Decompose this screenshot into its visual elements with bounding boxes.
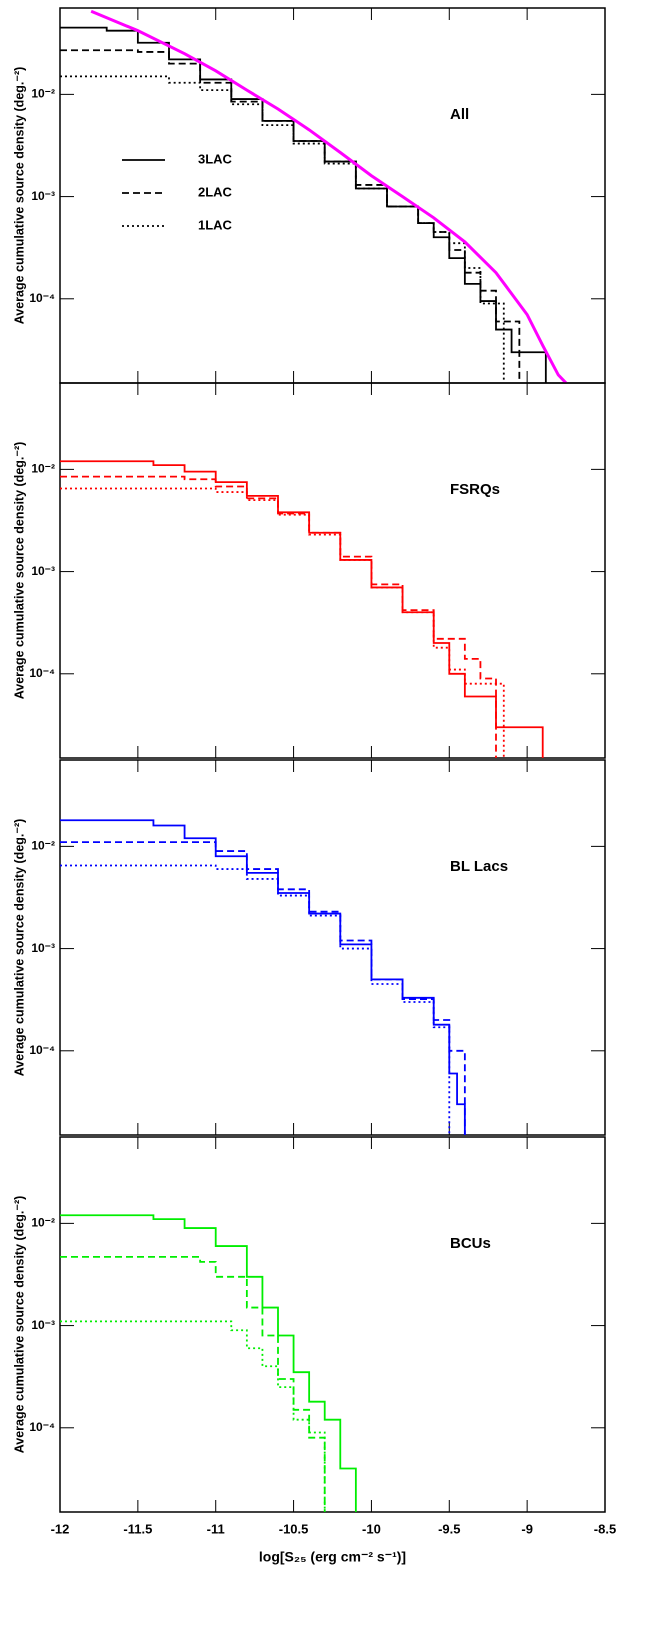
- x-tick-label: -11.5: [123, 1521, 152, 1536]
- series-line: [60, 1320, 326, 1512]
- series-line: [60, 487, 505, 758]
- y-tick-label: 10⁻³: [31, 564, 55, 578]
- series-line: [60, 460, 544, 758]
- legend-label: 3LAC: [198, 151, 233, 166]
- series-line: [60, 841, 466, 1135]
- x-tick-label: -10.5: [279, 1521, 309, 1536]
- x-tick-label: -9.5: [438, 1521, 460, 1536]
- y-axis-title: Average cumulative source density (deg.⁻…: [12, 819, 26, 1077]
- panel-label: BL Lacs: [450, 858, 508, 875]
- x-tick-label: -10: [362, 1521, 381, 1536]
- panel-label: BCUs: [450, 1235, 491, 1252]
- y-axis-title: Average cumulative source density (deg.⁻…: [12, 67, 26, 325]
- series-line: [60, 1214, 357, 1512]
- plot-frame: [59, 7, 606, 384]
- series-line: [60, 475, 497, 758]
- y-tick-label: 10⁻⁴: [29, 1043, 55, 1057]
- x-axis-title: log[S₂₅ (erg cm⁻² s⁻¹)]: [259, 1549, 406, 1565]
- y-tick-label: 10⁻⁴: [29, 1420, 55, 1434]
- y-tick-label: 10⁻⁴: [29, 291, 55, 305]
- y-axis-title: Average cumulative source density (deg.⁻…: [12, 1196, 26, 1454]
- y-axis-title: Average cumulative source density (deg.⁻…: [12, 442, 26, 700]
- y-tick-label: 10⁻⁴: [29, 666, 55, 680]
- series-line: [60, 1255, 326, 1512]
- plot-frame: [59, 759, 606, 1136]
- series-line: [60, 864, 451, 1135]
- x-tick-label: -9: [521, 1521, 533, 1536]
- y-tick-label: 10⁻³: [31, 941, 55, 955]
- plot-frame: [59, 1136, 606, 1513]
- x-tick-label: -11: [207, 1521, 225, 1536]
- panel-label: FSRQs: [450, 481, 500, 498]
- panel-label: All: [450, 106, 469, 123]
- x-tick-label: -8.5: [594, 1521, 616, 1536]
- series-line: [90, 9, 568, 383]
- series-line: [60, 819, 466, 1135]
- x-tick-label: -12: [51, 1521, 70, 1536]
- series-line: [60, 49, 521, 383]
- y-tick-label: 10⁻²: [31, 1216, 55, 1230]
- series-line: [60, 75, 505, 383]
- y-tick-label: 10⁻²: [31, 839, 55, 853]
- series-line: [60, 26, 547, 383]
- y-tick-label: 10⁻³: [31, 189, 55, 203]
- y-tick-label: 10⁻³: [31, 1318, 55, 1332]
- plot-frame: [59, 382, 606, 759]
- y-tick-label: 10⁻²: [31, 462, 55, 476]
- legend-label: 2LAC: [198, 184, 233, 199]
- legend-label: 1LAC: [198, 217, 233, 232]
- y-tick-label: 10⁻²: [31, 87, 55, 101]
